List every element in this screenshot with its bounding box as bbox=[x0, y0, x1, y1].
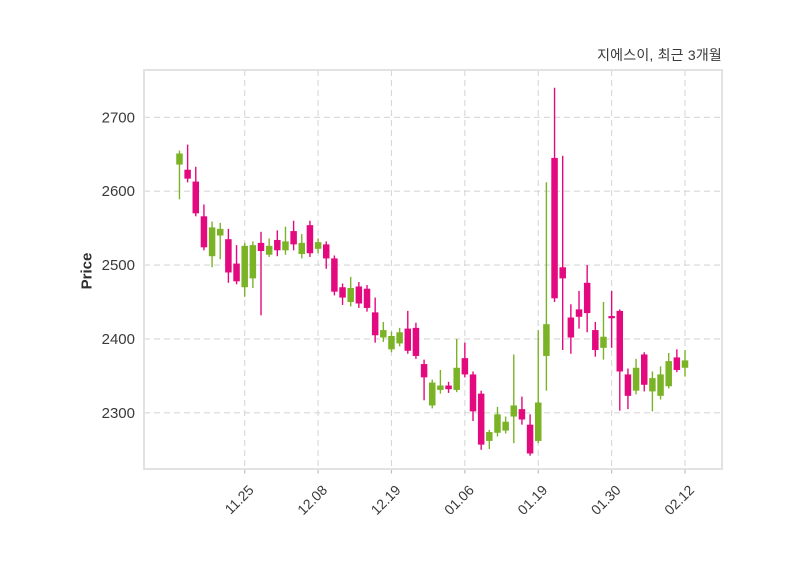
x-tick-label: 02.12 bbox=[661, 482, 697, 518]
x-tick-label: 12.08 bbox=[294, 482, 330, 518]
candle-body bbox=[314, 242, 322, 249]
candle-body bbox=[404, 328, 412, 351]
candle-body bbox=[396, 332, 403, 344]
y-tick-label: 2300 bbox=[102, 405, 135, 422]
candle-body bbox=[518, 409, 526, 420]
candle-body bbox=[290, 231, 297, 245]
x-tick-label: 12.19 bbox=[367, 482, 403, 518]
candle-body bbox=[624, 374, 632, 396]
candle-body bbox=[616, 310, 624, 372]
candle-body bbox=[477, 393, 485, 445]
candle-body bbox=[233, 263, 240, 282]
candle-body bbox=[208, 227, 216, 257]
candle-body bbox=[567, 317, 575, 338]
candle-body bbox=[575, 309, 583, 317]
candle-body bbox=[608, 316, 615, 319]
candle-body bbox=[388, 336, 395, 350]
candle-body bbox=[282, 241, 289, 251]
candle-body bbox=[494, 414, 501, 433]
candle-body bbox=[274, 239, 281, 251]
x-tick-label: 01.19 bbox=[514, 482, 550, 518]
candle-body bbox=[225, 239, 232, 273]
candle-body bbox=[526, 424, 534, 454]
candle-body bbox=[428, 382, 436, 406]
y-tick-label: 2600 bbox=[102, 183, 135, 200]
candle-body bbox=[534, 402, 542, 441]
candle-body bbox=[347, 287, 354, 303]
candle-body bbox=[176, 153, 183, 165]
candle-body bbox=[583, 282, 591, 314]
candle-body bbox=[257, 242, 265, 252]
candle-body bbox=[681, 360, 689, 368]
candle-body bbox=[469, 374, 477, 412]
candle-body bbox=[551, 157, 558, 299]
plot-border bbox=[143, 69, 723, 470]
candle-body bbox=[380, 330, 387, 338]
candle-body bbox=[371, 312, 379, 336]
candle-body bbox=[437, 385, 444, 390]
candle-body bbox=[657, 374, 664, 396]
candle-body bbox=[543, 324, 550, 356]
candle-body bbox=[184, 169, 191, 179]
candle-body bbox=[665, 361, 672, 387]
candle-body bbox=[412, 327, 420, 356]
candle-body bbox=[420, 364, 428, 378]
candle-body bbox=[298, 242, 306, 254]
y-tick-label: 2500 bbox=[102, 257, 135, 274]
chart-title: 지에스이, 최근 3개월 bbox=[597, 47, 722, 63]
x-tick-label: 11.25 bbox=[221, 482, 257, 518]
candle-body bbox=[592, 330, 599, 351]
candle-body bbox=[640, 354, 648, 385]
candle-body bbox=[306, 225, 314, 254]
candle-body bbox=[453, 367, 460, 390]
candle-body bbox=[673, 357, 681, 370]
candle-body bbox=[649, 378, 656, 392]
candle-body bbox=[200, 216, 208, 248]
candle-body bbox=[632, 367, 640, 391]
candle-body bbox=[510, 405, 518, 417]
candle-body bbox=[339, 287, 346, 298]
candle-body bbox=[192, 181, 200, 214]
candle-body bbox=[559, 267, 566, 279]
candle-body bbox=[461, 358, 469, 375]
candle-body bbox=[486, 432, 493, 441]
candle-body bbox=[249, 245, 257, 279]
candle-body bbox=[355, 286, 363, 304]
candle-body bbox=[322, 244, 330, 259]
candle-body bbox=[265, 245, 273, 255]
x-tick-label: 01.06 bbox=[441, 482, 477, 518]
candle-body bbox=[445, 385, 452, 390]
candle-body bbox=[331, 258, 338, 292]
y-tick-label: 2700 bbox=[102, 109, 135, 126]
candle-body bbox=[363, 288, 371, 308]
candle-body bbox=[502, 421, 509, 431]
x-tick-label: 01.30 bbox=[588, 482, 624, 518]
candle-body bbox=[216, 228, 224, 236]
candle-body bbox=[241, 245, 248, 288]
candle-body bbox=[600, 336, 607, 348]
y-tick-label: 2400 bbox=[102, 331, 135, 348]
